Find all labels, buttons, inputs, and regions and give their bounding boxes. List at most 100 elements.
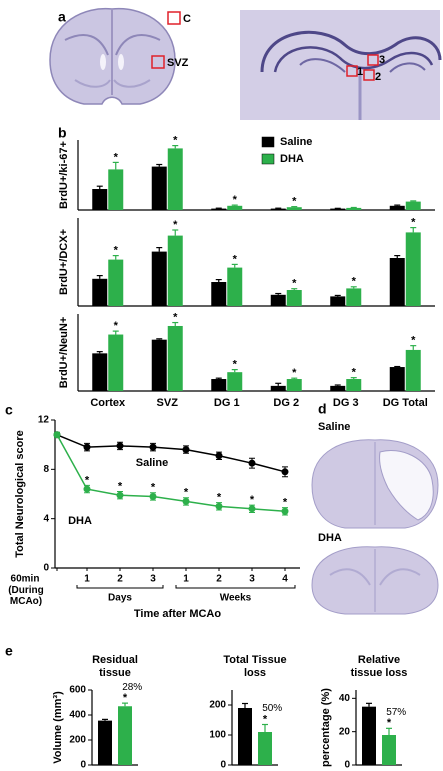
- y-axis-title: BrdU+/DCX+: [58, 229, 70, 295]
- bar: [286, 207, 302, 210]
- bar: [330, 296, 346, 306]
- error-bar: [172, 321, 179, 326]
- bar: [151, 251, 167, 306]
- data-point: [215, 452, 223, 460]
- error-bar: [366, 702, 372, 707]
- error-bar: [172, 145, 179, 149]
- error-bar: [394, 365, 401, 368]
- group-bracket: [175, 585, 296, 589]
- x-tick-label: DG 1: [214, 397, 240, 409]
- significance-mark: *: [184, 487, 189, 499]
- x-tick-label: 3: [249, 574, 255, 585]
- bar: [270, 294, 286, 306]
- x-tick-label: 2: [117, 574, 123, 585]
- group-label: Saline: [318, 421, 350, 433]
- error-bar: [291, 377, 298, 380]
- bar: [92, 189, 108, 210]
- group-label: Days: [108, 593, 132, 604]
- region-box: [363, 69, 375, 81]
- group-label: Weeks: [220, 593, 252, 604]
- legend-swatch: [261, 153, 275, 165]
- bar: [151, 166, 167, 210]
- significance-mark: *: [173, 311, 178, 323]
- significance-mark: *: [263, 713, 268, 725]
- error-bar: [96, 185, 103, 189]
- bar: [98, 720, 112, 765]
- y-axis-title: BrdU+/ki-67+: [58, 141, 70, 209]
- bar: [118, 706, 132, 765]
- region-box: [167, 11, 181, 25]
- legend-swatch: [261, 136, 275, 148]
- significance-mark: *: [151, 482, 156, 494]
- bar: [211, 282, 227, 306]
- bar: [389, 258, 405, 306]
- bar: [167, 325, 183, 391]
- region-label: SVZ: [167, 57, 189, 69]
- bar: [211, 208, 227, 210]
- bar: [108, 259, 124, 306]
- saline-brain-image: [311, 439, 439, 529]
- region-label: 3: [379, 54, 385, 66]
- data-point: [182, 497, 190, 505]
- error-bar: [156, 247, 163, 252]
- significance-mark: *: [292, 278, 297, 290]
- error-bar: [242, 702, 248, 708]
- error-bar: [215, 377, 222, 380]
- significance-mark: *: [387, 717, 392, 729]
- region-label: 2: [375, 71, 381, 83]
- error-bar: [112, 161, 119, 170]
- y-axis-title: Total Neurological score: [14, 430, 26, 558]
- error-bar: [334, 384, 341, 386]
- data-point: [83, 443, 91, 451]
- error-bar: [231, 263, 238, 268]
- error-bar: [156, 163, 163, 167]
- series-label: Saline: [136, 457, 168, 469]
- y-tick-label: 0: [43, 563, 49, 574]
- x-tick-label: 2: [216, 574, 222, 585]
- significance-mark: *: [114, 245, 119, 257]
- bar: [389, 205, 405, 210]
- bar: [330, 208, 346, 210]
- legend-label: Saline: [280, 136, 312, 148]
- panel-label: e: [5, 643, 13, 659]
- error-bar: [96, 275, 103, 279]
- y-axis-title: Volume (mm³): [52, 691, 64, 764]
- data-point: [116, 491, 124, 499]
- bar: [108, 169, 124, 210]
- y-tick-label: 8: [43, 464, 49, 475]
- significance-mark: *: [114, 320, 119, 332]
- significance-mark: *: [411, 335, 416, 347]
- bar: [92, 353, 108, 391]
- y-tick-label: 40: [339, 693, 351, 704]
- significance-mark: *: [233, 359, 238, 371]
- error-bar: [275, 292, 282, 295]
- group-label: DHA: [318, 532, 342, 544]
- error-bar: [394, 204, 401, 206]
- significance-mark: *: [352, 276, 357, 288]
- y-tick-label: 100: [209, 730, 226, 741]
- x-tick-label: 60min: [11, 574, 40, 585]
- error-bar: [102, 718, 108, 721]
- significance-mark: *: [233, 194, 238, 206]
- bar: [405, 349, 421, 391]
- x-note: (During MCAo): [8, 585, 44, 607]
- significance-mark: *: [118, 480, 123, 492]
- data-point: [149, 492, 157, 500]
- panel-label: c: [5, 402, 13, 418]
- significance-mark: *: [292, 367, 297, 379]
- x-tick-label: 1: [84, 574, 90, 585]
- significance-mark: *: [173, 135, 178, 147]
- region-box: [151, 55, 165, 69]
- significance-mark: *: [411, 217, 416, 229]
- data-point: [248, 505, 256, 513]
- data-point: [53, 431, 61, 439]
- x-tick-label: DG 2: [273, 397, 299, 409]
- series-line: [56, 434, 286, 473]
- y-tick-label: 600: [69, 685, 86, 696]
- error-bar: [394, 255, 401, 258]
- data-point: [116, 442, 124, 450]
- y-tick-label: 200: [69, 735, 86, 746]
- hippocampus-image: [240, 10, 442, 120]
- chart-title: Residual tissue: [92, 654, 138, 679]
